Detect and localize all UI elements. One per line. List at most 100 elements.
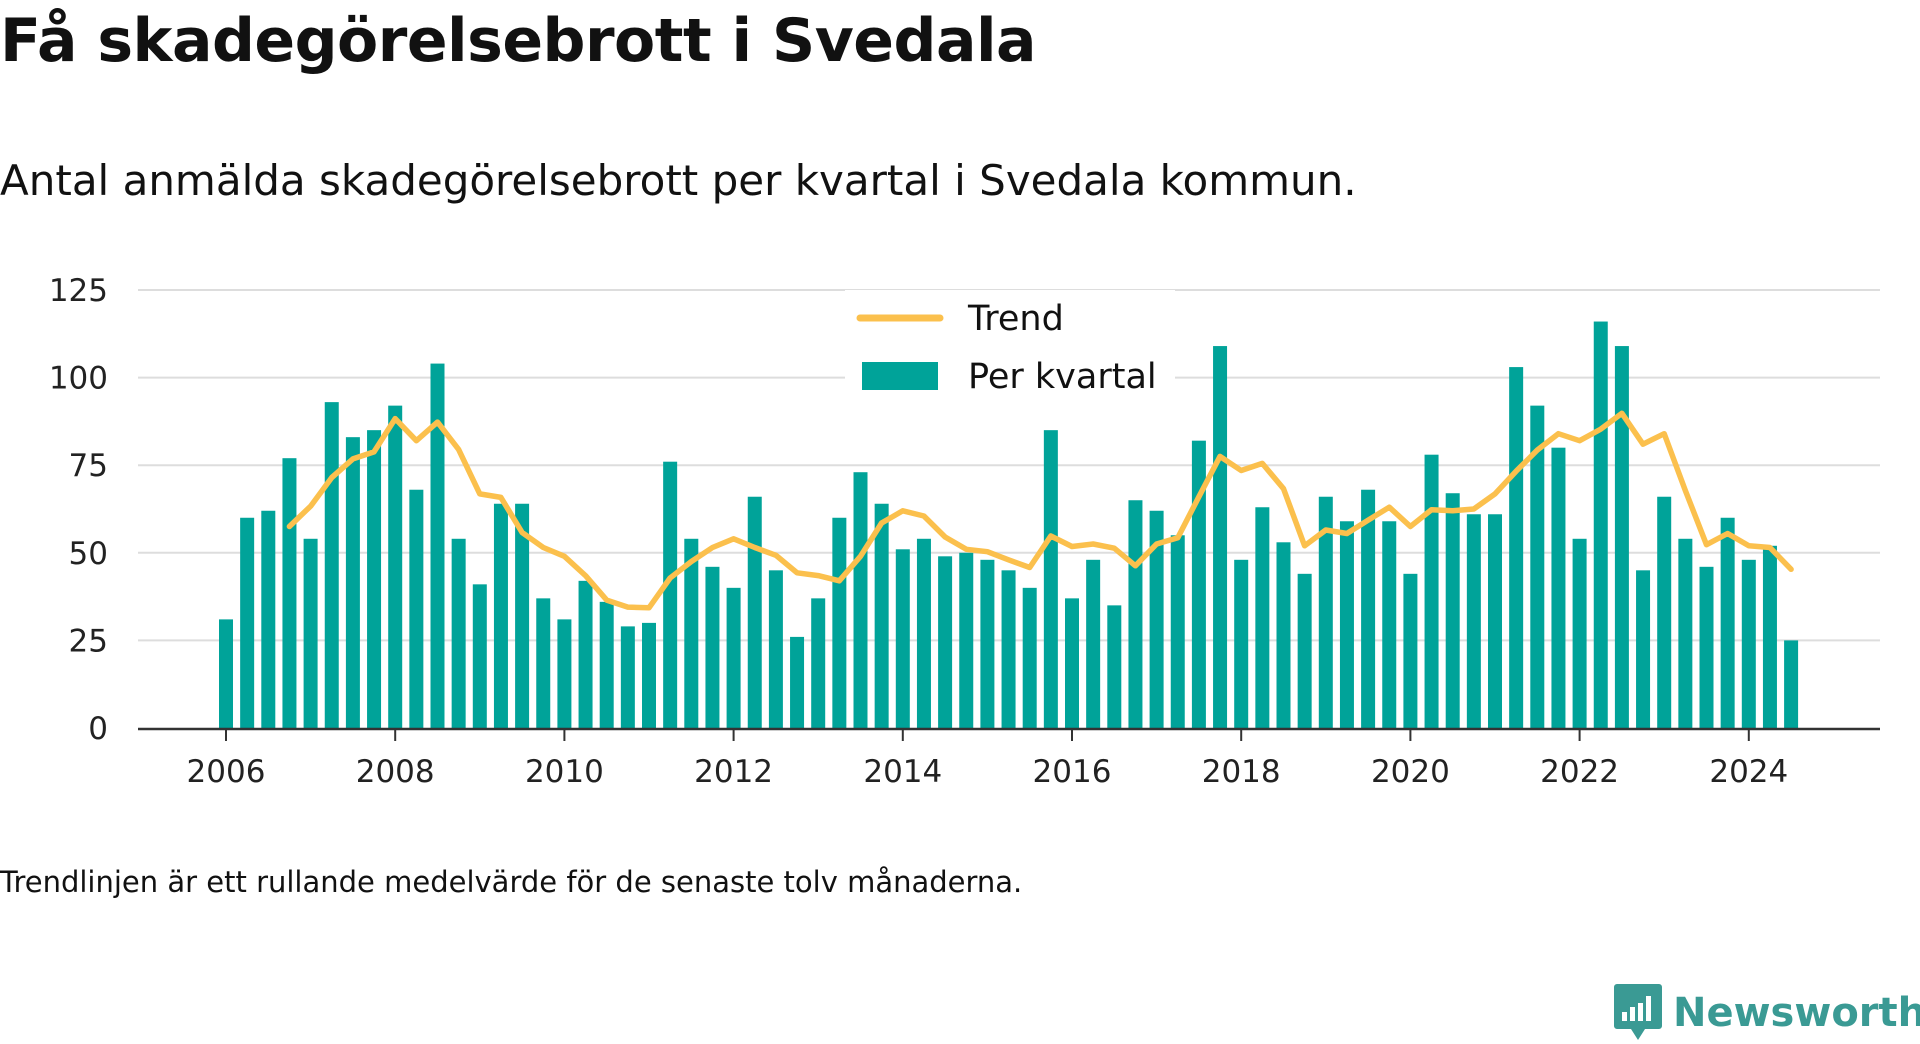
bar [536,598,551,728]
bar [1488,514,1502,728]
bar [1445,493,1460,728]
bar [1170,535,1185,728]
bar [1361,489,1376,728]
bar [451,538,466,728]
bar [1128,500,1143,728]
bar [768,570,783,728]
bar [790,636,805,728]
bar [747,496,762,728]
bar [620,626,635,728]
bar [1699,566,1714,728]
bar [1276,542,1291,728]
bar [1593,321,1608,728]
y-axis-ticks: 0 25 50 75 100 125 [49,273,108,747]
bar [599,601,614,728]
bar-series-per-kvartal [219,321,1799,728]
bar [1403,573,1418,728]
brand-name: Newsworthy [1673,990,1920,1036]
bar [1022,587,1037,728]
bar [1086,559,1101,728]
bar [684,538,699,728]
newsworthy-logo-icon [1614,984,1662,1040]
bar [1572,538,1587,728]
bar [1043,430,1058,728]
bar [219,619,233,728]
bar [1678,538,1693,728]
bar [1382,521,1397,728]
bar [472,584,487,728]
bar [515,503,530,728]
bar [324,402,339,728]
bar [959,552,974,728]
bar [1636,570,1651,728]
bar [1466,514,1481,728]
bar [1191,440,1206,728]
x-tick-label: 2020 [1371,754,1450,790]
legend-bar-swatch [862,362,938,390]
legend-trend-label: Trend [967,299,1064,339]
bar [409,489,424,728]
bar [1065,598,1079,728]
bar [345,437,360,728]
x-tick-label: 2022 [1540,754,1619,790]
bar [282,458,297,728]
bar [895,549,910,728]
bar [874,503,889,728]
bar [1784,640,1799,728]
chart-title: Få skadegörelsebrott i Svedala [0,6,1037,76]
bar [367,430,382,728]
bar [240,517,255,728]
y-tick-label: 100 [49,361,108,397]
bar [430,363,445,728]
y-tick-label: 125 [49,273,108,309]
bar [1213,346,1228,728]
bar [1741,559,1756,728]
x-tick-label: 2018 [1202,754,1281,790]
bar [578,580,593,728]
bar [1339,521,1354,728]
x-tick-label: 2012 [694,754,773,790]
bar [980,559,995,728]
bar [1424,454,1439,728]
y-tick-label: 25 [69,623,108,659]
bar [853,472,868,728]
x-tick-label: 2008 [356,754,435,790]
bar [493,503,508,728]
bar [1530,405,1545,728]
bar [1318,496,1333,728]
bar [557,619,572,728]
bar [1720,517,1735,728]
bar [1614,346,1629,728]
brand[interactable]: Newsworthy [1613,982,1920,1044]
x-tick-label: 2024 [1709,754,1788,790]
x-tick-label: 2016 [1033,754,1112,790]
x-tick-label: 2014 [863,754,942,790]
bar [303,538,318,728]
bar [261,510,276,728]
bar [388,405,403,728]
bar [1255,507,1270,728]
bar [663,461,678,728]
chart-subtitle: Antal anmälda skadegörelsebrott per kvar… [0,156,1357,205]
x-tick-label: 2006 [187,754,266,790]
bar [1762,545,1777,728]
trend-line [286,410,1794,611]
bar [705,566,720,728]
bar [1107,605,1122,728]
bar [938,556,953,728]
y-tick-label: 50 [69,536,108,572]
bar [1657,496,1672,728]
footnote: Trendlinjen är ett rullande medelvärde f… [0,865,1023,899]
bar [811,598,826,728]
bar [832,517,847,728]
bar [1297,573,1312,728]
bar [916,538,931,728]
bar [1149,510,1164,728]
bar [1551,447,1566,728]
bar [1234,559,1249,728]
bar [1509,367,1524,728]
bar [642,622,656,728]
bar [726,587,741,728]
legend-bar-label: Per kvartal [968,357,1157,397]
